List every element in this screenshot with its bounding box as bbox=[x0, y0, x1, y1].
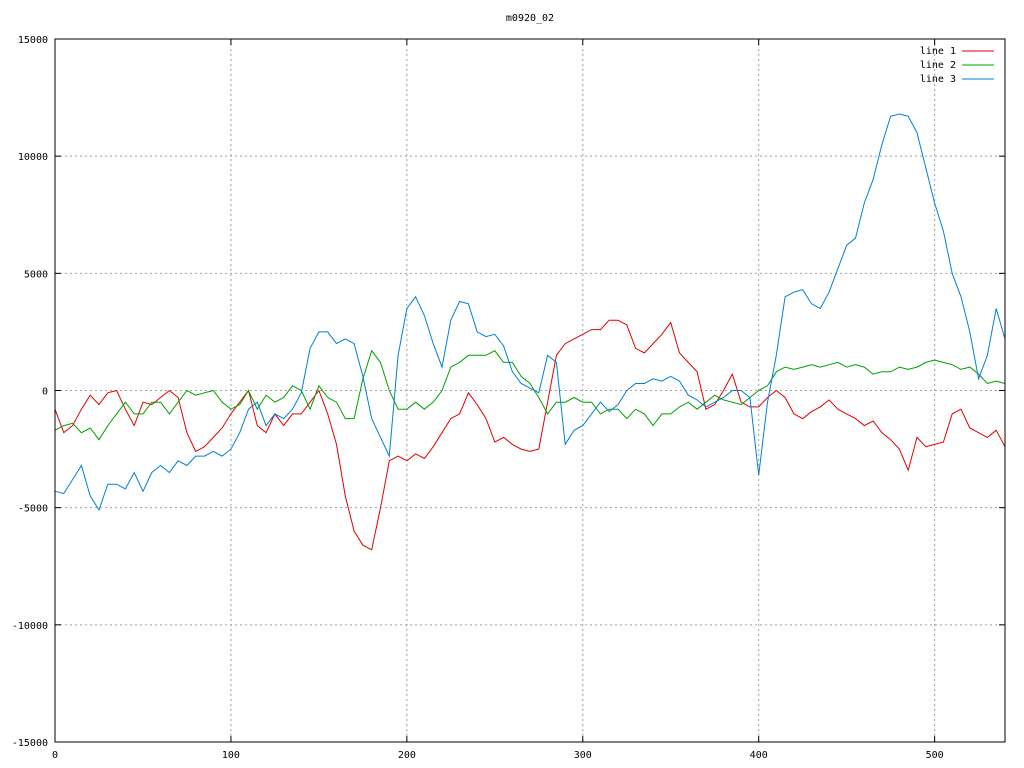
x-tick-label: 300 bbox=[574, 750, 592, 761]
y-tick-label: -5000 bbox=[18, 504, 48, 515]
chart-title: m0920_02 bbox=[506, 13, 554, 24]
x-tick-label: 0 bbox=[52, 750, 58, 761]
axis-ticks: 0 100 200 300 400 500 -15000 -10000 -5000 0 5000 10… bbox=[12, 35, 1005, 761]
legend-label-3: line 3 bbox=[920, 74, 956, 85]
y-tick-label: 10000 bbox=[18, 152, 48, 163]
series-2-line bbox=[54, 349, 1006, 441]
x-tick-label: 500 bbox=[926, 750, 944, 761]
legend-label-1: line 1 bbox=[920, 46, 956, 57]
y-tick-label: -10000 bbox=[12, 621, 48, 632]
grid bbox=[55, 39, 1005, 742]
series-3-line bbox=[54, 113, 1006, 512]
x-tick-label: 400 bbox=[750, 750, 768, 761]
legend: line 1 line 2 line 3 bbox=[920, 46, 994, 85]
y-tick-label: 0 bbox=[42, 387, 48, 398]
x-tick-label: 100 bbox=[222, 750, 240, 761]
y-tick-label: 5000 bbox=[24, 269, 48, 280]
x-tick-label: 200 bbox=[398, 750, 416, 761]
series-lines bbox=[54, 113, 1006, 551]
y-tick-label: 15000 bbox=[18, 35, 48, 46]
legend-label-2: line 2 bbox=[920, 60, 956, 71]
y-tick-label: -15000 bbox=[12, 738, 48, 749]
series-1-line bbox=[54, 319, 1006, 551]
